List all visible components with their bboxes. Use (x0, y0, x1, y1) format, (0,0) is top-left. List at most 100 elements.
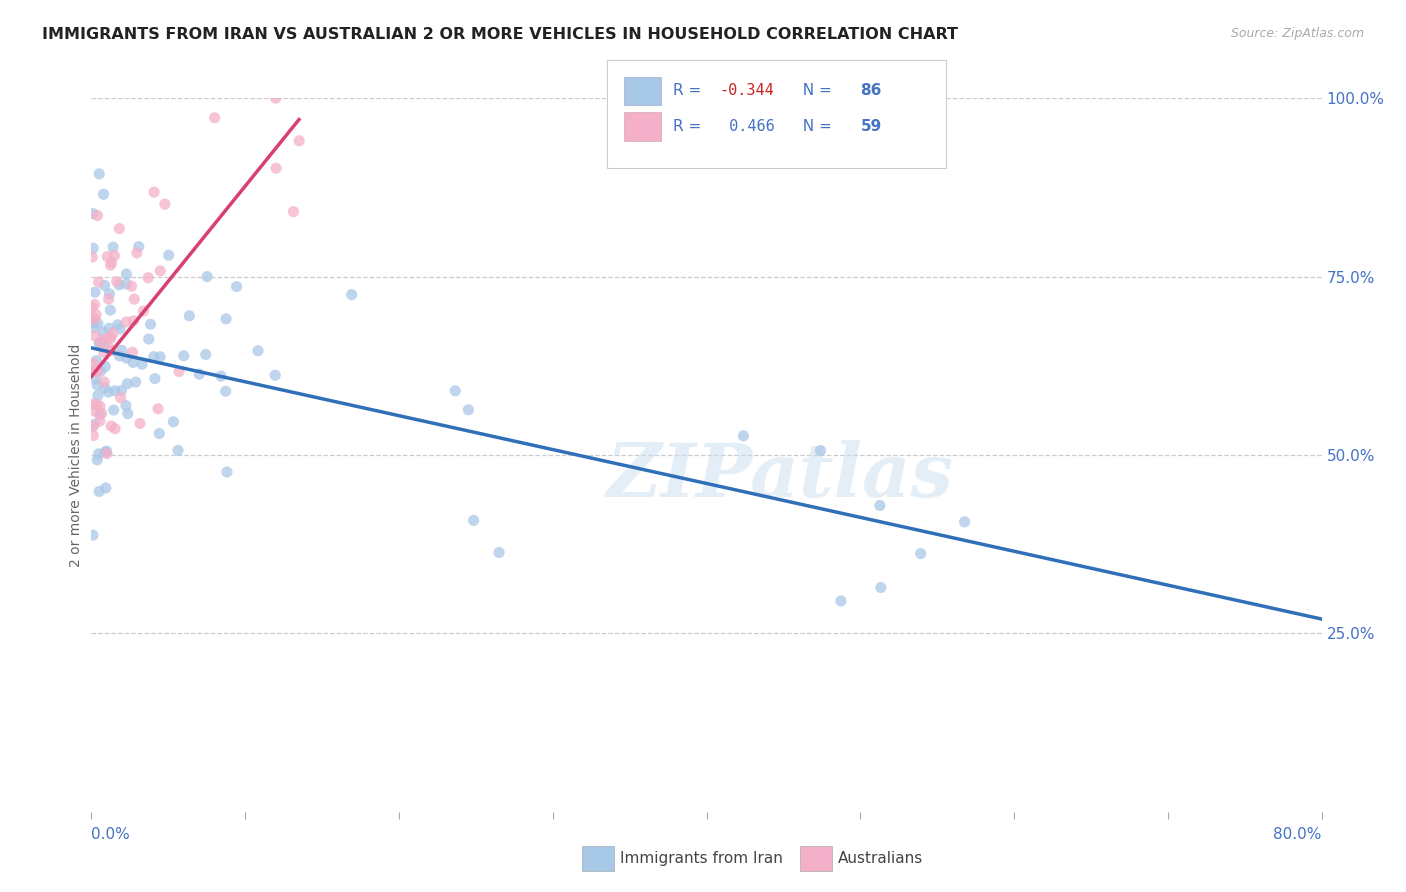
Point (93, 375, 115, 389)
Point (104, 422, 127, 436)
Point (93, 187, 115, 202)
Point (82, 310, 104, 325)
Point (93, 336, 115, 351)
Point (87, 317, 110, 331)
Point (125, 375, 148, 389)
Point (122, 355, 145, 369)
Point (215, 384, 238, 399)
Point (162, 415, 184, 429)
Point (83, 417, 105, 432)
Point (108, 321, 131, 335)
Point (138, 332, 160, 346)
Point (96, 444, 118, 458)
Point (93, 278, 115, 293)
Point (97, 321, 120, 335)
Point (101, 326, 124, 340)
Text: N =: N = (793, 84, 837, 98)
Point (125, 245, 148, 260)
Point (96, 447, 118, 461)
Point (110, 384, 132, 398)
Point (89, 414, 111, 428)
Point (108, 277, 131, 292)
Point (173, 349, 195, 363)
Point (89, 408, 111, 422)
Point (810, 443, 832, 458)
Point (153, 197, 176, 211)
Point (733, 429, 755, 443)
Point (84, 372, 107, 386)
Point (128, 240, 150, 254)
Text: 80.0%: 80.0% (1274, 827, 1322, 841)
Point (121, 279, 143, 293)
Point (103, 249, 125, 263)
Point (98, 342, 121, 356)
Point (209, 369, 232, 384)
Point (869, 581, 891, 595)
Point (90, 364, 112, 378)
Point (86, 397, 108, 411)
Point (142, 350, 165, 364)
Point (87, 336, 110, 351)
Point (103, 403, 125, 417)
Point (82, 528, 104, 542)
Point (108, 221, 131, 235)
Point (82, 365, 104, 379)
Point (100, 343, 122, 358)
Text: 0.0%: 0.0% (91, 827, 131, 841)
Point (204, 111, 226, 125)
Point (86, 378, 108, 392)
Point (90, 334, 112, 349)
Point (143, 185, 166, 199)
Point (82, 241, 104, 255)
Point (108, 349, 131, 363)
Point (97, 384, 120, 399)
Point (264, 91, 287, 105)
Point (93, 381, 115, 395)
Point (194, 347, 217, 361)
Point (84, 285, 107, 300)
Point (149, 264, 172, 278)
Point (129, 417, 152, 431)
Point (94, 445, 117, 459)
Point (84, 329, 107, 343)
Point (83, 320, 105, 334)
Point (84, 308, 107, 322)
Point (86, 452, 108, 467)
Point (110, 391, 132, 405)
Point (100, 256, 122, 270)
Point (188, 367, 211, 381)
Point (115, 267, 138, 281)
Text: N =: N = (793, 120, 837, 134)
Point (86, 209, 108, 223)
Point (115, 399, 138, 413)
Point (488, 545, 510, 559)
Point (457, 402, 479, 417)
Point (195, 269, 218, 284)
Point (100, 258, 122, 272)
Point (98, 303, 121, 318)
Point (94, 481, 117, 495)
Point (107, 318, 129, 332)
Point (82, 300, 104, 314)
Point (84, 311, 107, 326)
Point (104, 384, 127, 398)
Point (89, 167, 111, 181)
Point (98, 331, 121, 345)
Point (910, 547, 932, 561)
Point (117, 407, 139, 421)
Text: R =: R = (673, 120, 707, 134)
Point (148, 426, 170, 441)
Point (82, 206, 104, 220)
Point (82, 357, 104, 371)
Text: -0.344: -0.344 (720, 84, 775, 98)
Point (115, 315, 138, 329)
Point (111, 343, 134, 358)
Point (87, 388, 110, 402)
Point (264, 161, 287, 176)
Point (101, 240, 124, 254)
Point (830, 594, 852, 608)
Point (167, 443, 190, 458)
Point (115, 351, 138, 366)
Point (115, 277, 138, 291)
Point (82, 250, 104, 264)
